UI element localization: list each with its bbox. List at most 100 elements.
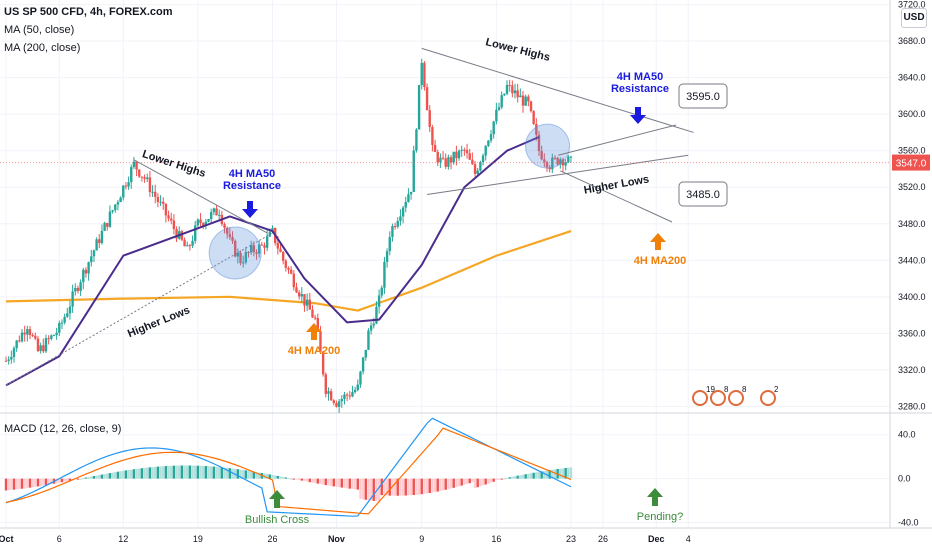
label-higher-lows-1: Higher Lows (126, 304, 192, 340)
macd-hist-55 (151, 467, 154, 479)
macd-hist-65 (178, 465, 181, 479)
macd-hist-56 (154, 466, 157, 479)
candle-body-211 (567, 156, 570, 163)
candle-body-167 (449, 157, 453, 163)
macd-hist-118 (319, 478, 322, 485)
macd-legend: MACD (12, 26, close, 9) (4, 423, 122, 435)
candle-body-49 (135, 161, 138, 170)
macd-hist-106 (287, 478, 290, 480)
candle-body-178 (479, 161, 482, 171)
macd-hist-54 (148, 467, 152, 479)
macd-hist-69 (188, 465, 192, 479)
event-badge-count-2: 8 (742, 385, 747, 394)
macd-hist-131 (353, 478, 357, 490)
candle-body-189 (508, 85, 511, 87)
candle-body-114 (308, 299, 312, 310)
symbol-title: US SP 500 CFD, 4h, FOREX.com (4, 6, 173, 18)
ma200-polyline (5, 230, 572, 312)
macd-hist-19 (55, 478, 58, 484)
macd-hist-170 (457, 478, 461, 487)
candle-body-41 (114, 204, 117, 211)
macd-hist-128 (345, 478, 349, 489)
candle-body-98 (265, 236, 269, 248)
macd-hist-68 (186, 465, 189, 479)
candle-body-71 (194, 225, 197, 241)
candle-body-165 (444, 158, 447, 167)
macd-hist-84 (228, 468, 232, 479)
candle-body-133 (359, 371, 362, 385)
candle-body-16 (47, 338, 50, 340)
candle-body-193 (519, 95, 522, 98)
candle-body-138 (372, 323, 375, 326)
candle-body-108 (292, 273, 296, 288)
macd-hist-89 (241, 469, 245, 479)
macd-hist-82 (223, 467, 226, 479)
macd-hist-40 (111, 472, 114, 479)
candle-body-192 (516, 90, 519, 98)
event-badge-count-1: 8 (724, 385, 729, 394)
macd-hist-192 (516, 475, 519, 479)
label-lower-highs-1: Lower Highs (141, 148, 207, 180)
candle-body-35 (98, 239, 101, 244)
candle-body-40 (111, 210, 114, 212)
macd-hist-45 (124, 470, 128, 479)
macd-hist-144 (388, 478, 391, 496)
candle-body-199 (535, 124, 538, 135)
macd-hist-134 (361, 478, 365, 500)
arrow-bullish-cross (269, 490, 285, 508)
macd-hist-75 (204, 466, 208, 479)
candle-body-36 (100, 230, 104, 244)
candle-body-158 (425, 87, 429, 111)
macd-hist-10 (31, 478, 34, 488)
candlesticks (4, 58, 573, 413)
macd-hist-157 (423, 478, 426, 494)
candle-body-31 (87, 262, 90, 274)
macd-hist-163 (439, 478, 442, 491)
macd-hist-58 (159, 466, 162, 479)
macd-hist-117 (316, 478, 320, 484)
candle-body-97 (263, 245, 266, 248)
macd-hist-167 (449, 478, 453, 489)
macd-hist-23 (66, 478, 69, 482)
candle-body-10 (31, 335, 34, 337)
candle-body-128 (345, 394, 349, 396)
macd-hist-133 (359, 478, 362, 499)
macd-tick-2: -40.0 (898, 518, 919, 528)
candle-body-90 (244, 252, 248, 263)
macd-hist-148 (399, 478, 402, 496)
candle-body-15 (44, 338, 48, 352)
candle-body-52 (143, 177, 146, 179)
macd-hist-129 (348, 478, 351, 489)
ma50-line (5, 136, 540, 387)
macd-hist-43 (119, 471, 122, 479)
last-price-tag (892, 154, 930, 171)
candle-body-85 (231, 237, 234, 241)
time-tick-9: 26 (598, 534, 608, 544)
macd-hist-104 (281, 476, 285, 479)
macd-tick-1: 0.0 (898, 474, 911, 484)
label-ma50-1: 4H MA50 (229, 168, 275, 180)
macd-hist-187 (503, 478, 506, 480)
candle-body-105 (284, 260, 288, 268)
candle-body-135 (364, 349, 367, 358)
macd-hist-178 (479, 478, 482, 487)
price-tick-0: 3720.0 (898, 0, 926, 10)
signal-line (5, 427, 572, 515)
candle-body-20 (58, 322, 61, 333)
macd-hist-137 (369, 478, 373, 501)
macd-hist-194 (521, 474, 525, 479)
price-tick-5: 3520.0 (898, 182, 926, 192)
currency-badge[interactable]: USD (901, 8, 927, 28)
label-lower-highs-2: Lower Highs (484, 36, 551, 64)
candle-body-32 (90, 256, 93, 263)
macd-hist-11 (34, 478, 37, 487)
candle-body-44 (122, 185, 125, 198)
candle-body-28 (79, 282, 82, 291)
macd-hist-17 (50, 478, 53, 485)
candle-body-43 (119, 197, 122, 203)
macd-hist-183 (492, 478, 495, 482)
macd-hist-16 (47, 478, 50, 485)
macd-hist-47 (130, 469, 133, 479)
